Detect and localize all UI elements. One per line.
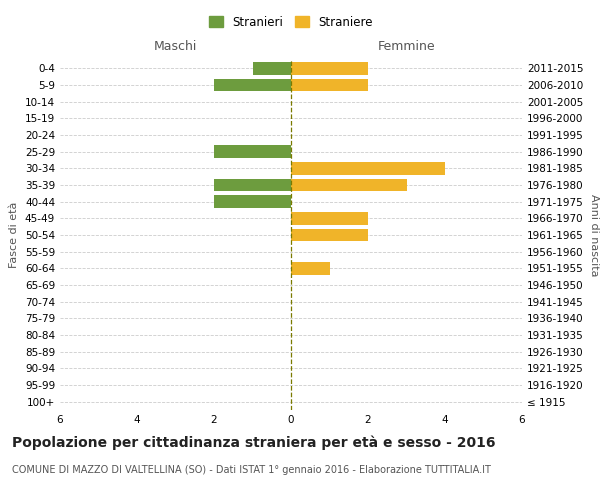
Bar [291,62,368,74]
Bar [291,78,368,91]
Bar [214,146,291,158]
Bar [291,179,407,191]
Bar [291,229,368,241]
Legend: Stranieri, Straniere: Stranieri, Straniere [204,11,378,34]
Y-axis label: Fasce di età: Fasce di età [10,202,19,268]
Text: COMUNE DI MAZZO DI VALTELLINA (SO) - Dati ISTAT 1° gennaio 2016 - Elaborazione T: COMUNE DI MAZZO DI VALTELLINA (SO) - Dat… [12,465,491,475]
Bar [291,262,329,274]
Text: Femmine: Femmine [377,40,436,53]
Bar [214,78,291,91]
Bar [214,196,291,208]
Text: Maschi: Maschi [154,40,197,53]
Text: Popolazione per cittadinanza straniera per età e sesso - 2016: Popolazione per cittadinanza straniera p… [12,435,496,450]
Bar [214,179,291,191]
Bar [291,212,368,224]
Y-axis label: Anni di nascita: Anni di nascita [589,194,599,276]
Bar [291,162,445,174]
Bar [253,62,291,74]
